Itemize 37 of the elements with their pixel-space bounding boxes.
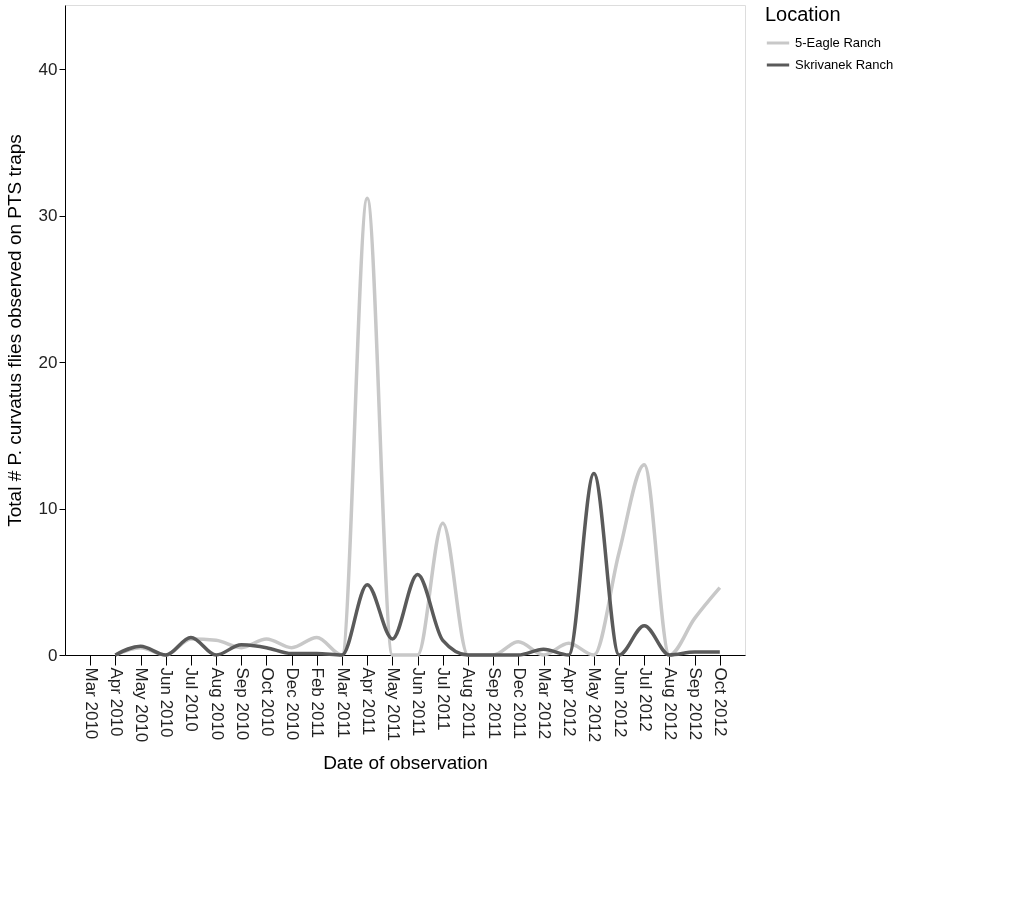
- x-tick-label: Oct 2012: [711, 667, 731, 737]
- x-tick-label: Mar 2010: [81, 667, 101, 740]
- x-tick-label: Aug 2010: [207, 667, 227, 741]
- y-tick-label: 10: [38, 499, 58, 519]
- x-tick-label: Apr 2010: [106, 667, 126, 737]
- legend-title: Location: [765, 3, 841, 25]
- x-tick-label: Dec 2010: [283, 667, 303, 741]
- y-tick-label: 0: [48, 645, 58, 665]
- x-tick-label: Mar 2011: [333, 667, 353, 739]
- x-tick-label: Jun 2012: [610, 667, 630, 738]
- x-tick-label: Jul 2012: [635, 667, 655, 732]
- x-tick-label: Jun 2010: [157, 667, 177, 738]
- legend-label: Skrivanek Ranch: [795, 57, 894, 72]
- x-tick-label: Jul 2011: [434, 667, 454, 731]
- x-tick-label: Apr 2012: [560, 667, 580, 737]
- x-tick-label: May 2010: [132, 667, 152, 743]
- x-tick-label: Feb 2011: [308, 667, 328, 739]
- y-tick-label: 20: [38, 352, 58, 372]
- x-tick-label: Jul 2010: [182, 667, 202, 732]
- x-tick-label: Apr 2011: [358, 667, 378, 736]
- y-tick-label: 40: [38, 59, 58, 79]
- y-axis-title: Total # P. curvatus flies observed on PTS traps: [3, 134, 25, 527]
- x-tick-label: Aug 2011: [459, 667, 479, 740]
- x-axis-title: Date of observation: [323, 752, 488, 774]
- x-tick-label: Sep 2012: [686, 667, 706, 741]
- x-tick-label: Dec 2011: [509, 667, 529, 740]
- x-tick-label: May 2011: [383, 667, 403, 741]
- x-tick-label: Sep 2011: [484, 667, 504, 740]
- legend-label: 5-Eagle Ranch: [795, 35, 881, 50]
- y-tick-label: 30: [38, 206, 58, 226]
- x-tick-label: May 2012: [585, 667, 605, 743]
- x-tick-label: Mar 2012: [535, 667, 555, 740]
- line-series: [113, 471, 722, 657]
- x-tick-label: Oct 2010: [257, 667, 277, 737]
- x-tick-label: Aug 2012: [660, 667, 680, 741]
- x-tick-label: Sep 2010: [232, 667, 252, 741]
- x-tick-label: Jun 2011: [409, 667, 429, 737]
